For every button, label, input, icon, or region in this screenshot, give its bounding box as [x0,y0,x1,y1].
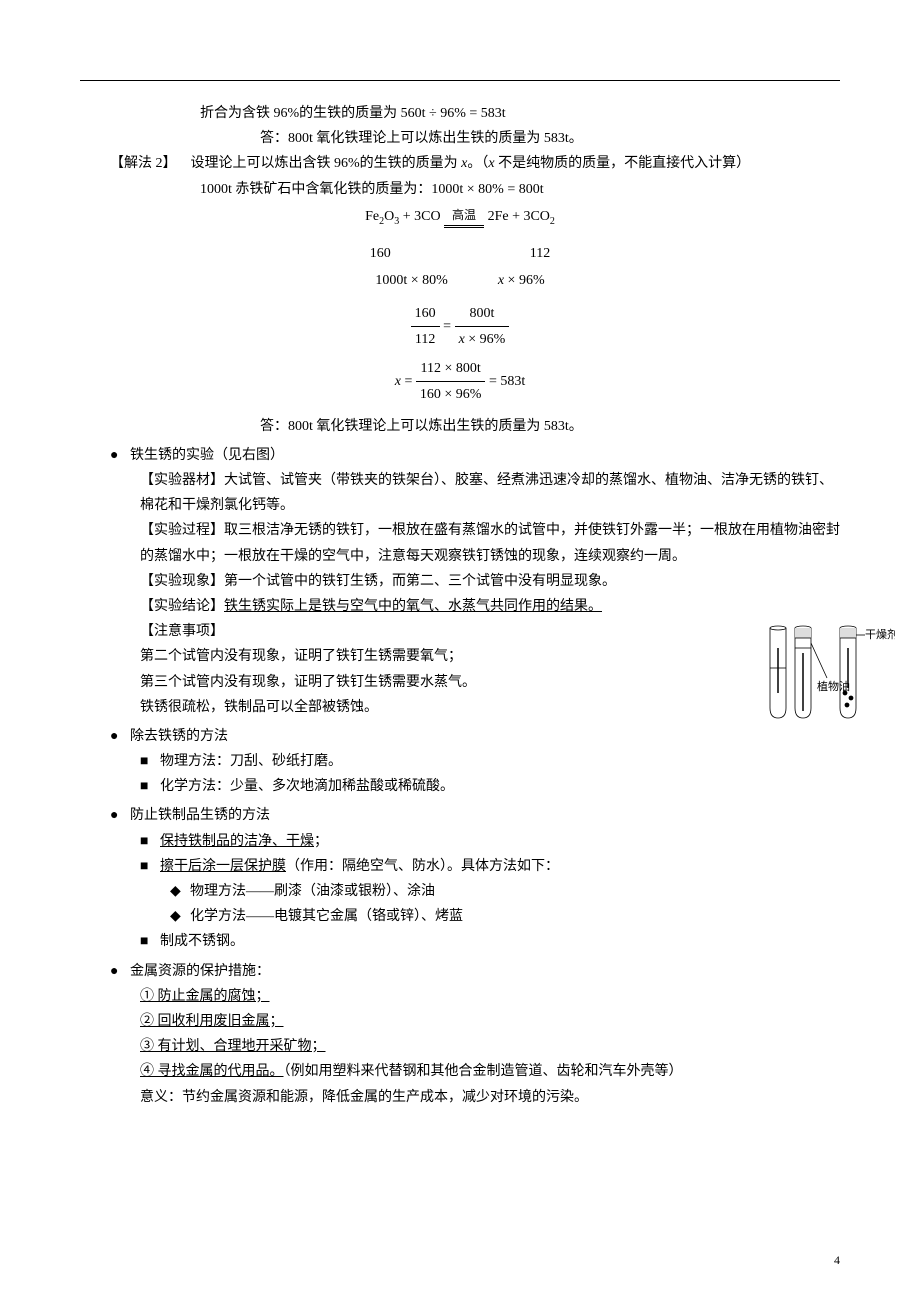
exp-note-3: 铁锈很疏松，铁制品可以全部被锈蚀。 [140,695,840,720]
equation: Fe2O3 + 3CO 高温 2Fe + 3CO2 [80,204,840,231]
result-equation: x = 112 × 800t160 × 96% = 583t [80,356,840,407]
section-protect-resources: ●金属资源的保护措施： [110,959,840,984]
protect-meaning: 意义：节约金属资源和能源，降低金属的生产成本，减少对环境的污染。 [140,1085,840,1110]
header-rule [80,80,840,81]
protect-4: ④ 寻找金属的代用品。（例如用塑料来代替钢和其他合金制造管道、齿轮和汽车外壳等） [140,1059,840,1084]
exp-phenomenon: 【实验现象】第一个试管中的铁钉生锈，而第二、三个试管中没有明显现象。 [140,569,840,594]
prevent-2-physical: ◆物理方法——刷漆（油漆或银粉）、涂油 [170,879,840,904]
answer-1: 答：800t 氧化铁理论上可以炼出生铁的质量为 583t。 [260,126,840,151]
prevent-2: ■擦干后涂一层保护膜（作用：隔绝空气、防水）。具体方法如下： [140,854,840,879]
label-desiccant: 干燥剂 [865,627,895,641]
protect-3: ③ 有计划、合理地开采矿物； [140,1034,840,1059]
exp-conclusion: 【实验结论】铁生锈实际上是铁与空气中的氧气、水蒸气共同作用的结果。 [140,594,840,619]
label-oil: 植物油 [817,679,850,693]
exp-notes-label: 【注意事项】 [140,619,840,644]
protect-2: ② 回收利用废旧金属； [140,1009,840,1034]
mass-row-2: 1000t × 80%x × 96% [80,268,840,293]
ratio-equation: 160112 = 800tx × 96% [80,301,840,352]
prevent-3: ■制成不锈钢。 [140,929,840,954]
experiment-diagram: 干燥剂 植物油 [765,593,895,753]
section-remove-rust: ●除去铁锈的方法 [110,724,840,749]
section-rust-experiment: ●铁生锈的实验（见右图） [110,443,840,468]
remove-rust-physical: ■物理方法：刀刮、砂纸打磨。 [140,749,840,774]
method-2-header: 【解法 2】 设理论上可以炼出含铁 96%的生铁的质量为 x。（x 不是纯物质的… [110,151,840,176]
mass-row-1: 160112 [80,241,840,266]
exp-equipment: 【实验器材】大试管、试管夹（带铁夹的铁架台）、胶塞、经煮沸迅速冷却的蒸馏水、植物… [140,468,840,518]
protect-1: ① 防止金属的腐蚀； [140,984,840,1009]
prevent-2-chemical: ◆化学方法——电镀其它金属（铬或锌）、烤蓝 [170,904,840,929]
line-1: 折合为含铁 96%的生铁的质量为 560t ÷ 96% = 583t [200,101,840,126]
remove-rust-chemical: ■化学方法：少量、多次地滴加稀盐酸或稀硫酸。 [140,774,840,799]
exp-note-1: 第二个试管内没有现象，证明了铁钉生锈需要氧气； [140,644,840,669]
answer-2: 答：800t 氧化铁理论上可以炼出生铁的质量为 583t。 [260,414,840,439]
section-prevent-rust: ●防止铁制品生锈的方法 [110,803,840,828]
page-number: 4 [834,1250,840,1272]
ore-mass-line: 1000t 赤铁矿石中含氧化铁的质量为：1000t × 80% = 800t [200,177,840,202]
exp-process: 【实验过程】取三根洁净无锈的铁钉，一根放在盛有蒸馏水的试管中，并使铁钉外露一半；… [140,518,840,568]
exp-note-2: 第三个试管内没有现象，证明了铁钉生锈需要水蒸气。 [140,670,840,695]
prevent-1: ■保持铁制品的洁净、干燥； [140,829,840,854]
